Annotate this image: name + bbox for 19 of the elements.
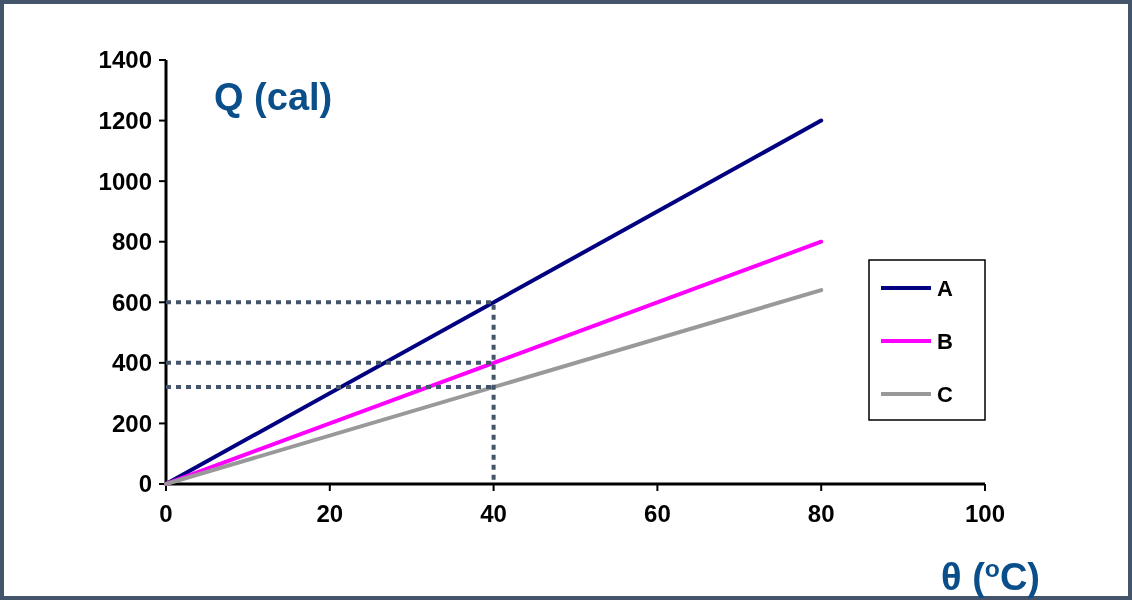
y-tick-label: 1200 xyxy=(98,106,152,134)
x-tick-label: 0 xyxy=(159,500,173,527)
y-tick-label: 200 xyxy=(111,409,152,437)
y-tick-label: 400 xyxy=(111,349,152,377)
legend-label: A xyxy=(937,275,953,301)
y-tick-label: 600 xyxy=(111,288,152,316)
y-tick-label: 1400 xyxy=(98,46,152,74)
x-tick-label: 20 xyxy=(316,500,344,527)
x-tick-label: 100 xyxy=(964,500,1006,527)
y-tick-label: 800 xyxy=(111,228,152,256)
x-axis-title: θ ($^{o}$C) xyxy=(941,554,1040,598)
x-tick-label: 40 xyxy=(480,500,507,527)
y-tick-label: 1000 xyxy=(98,167,152,195)
y-tick-label: 0 xyxy=(138,470,152,498)
x-tick-label: 80 xyxy=(807,500,835,527)
x-tick-label: 60 xyxy=(644,500,671,527)
legend-label: C xyxy=(937,381,953,407)
y-axis-title: Q (cal) xyxy=(214,76,333,118)
legend-label: B xyxy=(937,328,953,354)
